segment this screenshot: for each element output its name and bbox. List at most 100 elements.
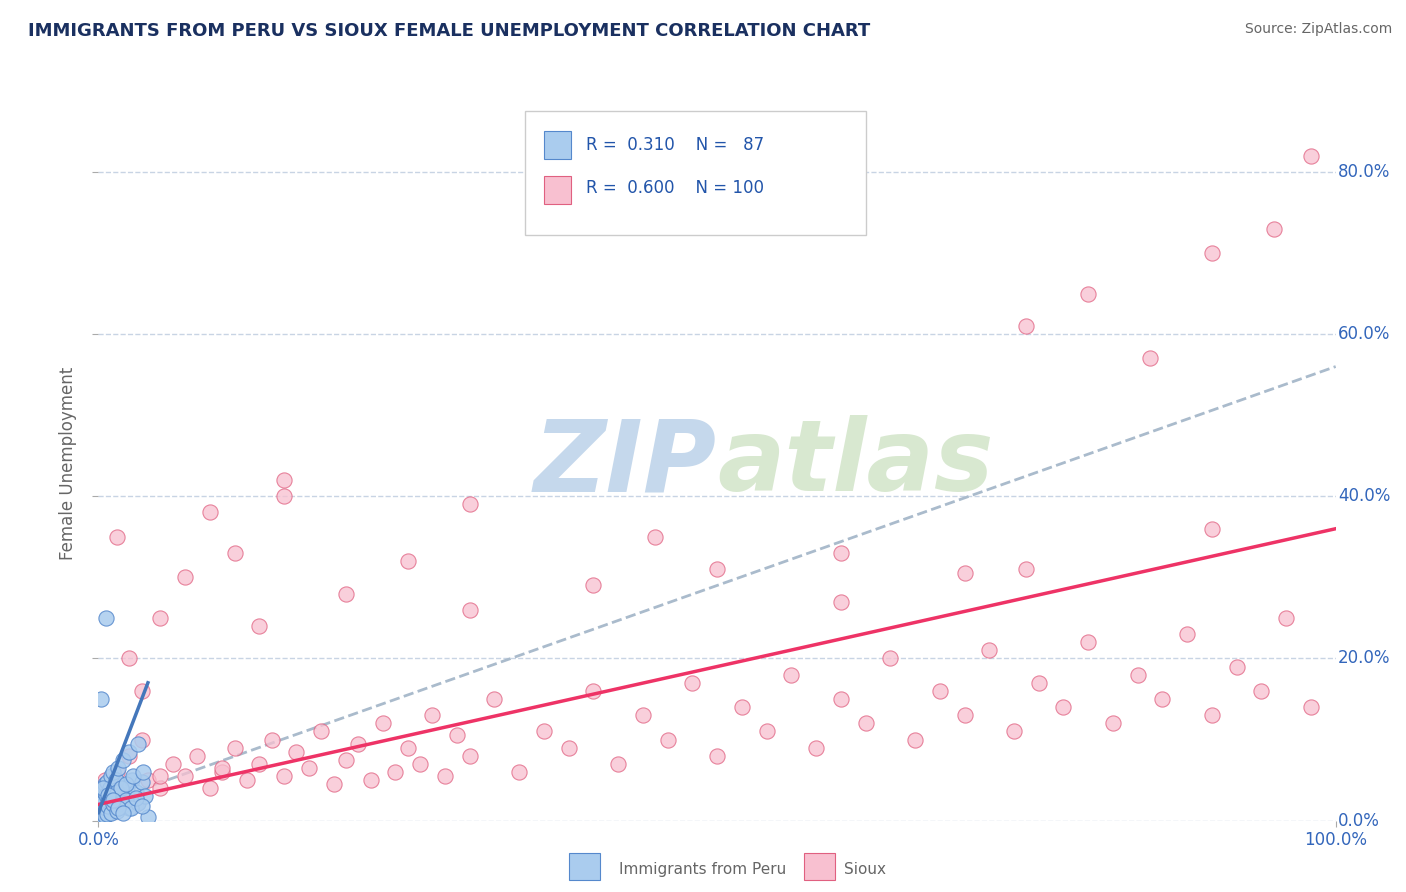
Point <box>409 756 432 771</box>
Point <box>1015 318 1038 333</box>
Point <box>458 748 481 763</box>
Point <box>132 764 155 779</box>
Point <box>1250 684 1272 698</box>
Point <box>174 769 197 783</box>
Point <box>93 782 115 797</box>
Point <box>149 769 172 783</box>
Point <box>396 554 419 568</box>
Text: 60.0%: 60.0% <box>1339 325 1391 343</box>
Point <box>1263 221 1285 235</box>
Point <box>131 774 153 789</box>
Point <box>96 804 118 818</box>
Point <box>112 782 135 797</box>
FancyBboxPatch shape <box>526 111 866 235</box>
Point <box>1002 724 1025 739</box>
Point <box>93 788 115 802</box>
Bar <box>544 177 571 204</box>
Point <box>322 777 344 791</box>
Text: R =  0.310    N =   87: R = 0.310 N = 87 <box>586 136 763 154</box>
Point <box>98 801 121 815</box>
Point <box>93 791 115 805</box>
Point <box>103 793 125 807</box>
Point <box>458 497 481 511</box>
Point <box>1201 708 1223 723</box>
Point <box>103 764 125 779</box>
Point <box>90 809 112 823</box>
Point <box>90 692 112 706</box>
Point <box>458 603 481 617</box>
Point <box>273 473 295 487</box>
Point <box>91 805 114 820</box>
Point <box>211 761 233 775</box>
Bar <box>544 131 571 159</box>
Point <box>247 619 270 633</box>
Point <box>110 793 132 807</box>
Point <box>97 788 120 802</box>
Point <box>105 785 128 799</box>
Point <box>384 764 406 779</box>
Point <box>97 793 120 807</box>
Point <box>1077 286 1099 301</box>
Point <box>112 789 135 804</box>
Point <box>1052 700 1074 714</box>
Point <box>114 797 136 812</box>
Point <box>953 708 976 723</box>
Point <box>433 769 456 783</box>
Point <box>198 781 221 796</box>
Point <box>681 675 703 690</box>
Point <box>508 764 530 779</box>
Point <box>1275 611 1298 625</box>
Point <box>582 684 605 698</box>
Point <box>830 692 852 706</box>
Point <box>107 801 129 815</box>
Point <box>112 805 135 820</box>
Point <box>93 804 115 818</box>
Point <box>347 737 370 751</box>
Point <box>631 708 654 723</box>
Point <box>89 807 111 822</box>
Point <box>127 737 149 751</box>
Point <box>93 777 115 791</box>
Point <box>100 796 122 810</box>
Point <box>94 611 117 625</box>
Point <box>904 732 927 747</box>
Point <box>94 801 117 815</box>
Point <box>96 807 118 822</box>
Point <box>706 748 728 763</box>
Point <box>91 799 114 814</box>
Point <box>224 546 246 560</box>
Point <box>98 781 121 796</box>
Text: 0.0%: 0.0% <box>1339 812 1381 830</box>
Point <box>100 805 122 820</box>
Point <box>953 566 976 581</box>
Point <box>103 796 125 810</box>
Text: R =  0.600    N = 100: R = 0.600 N = 100 <box>586 179 763 197</box>
Point <box>93 781 115 796</box>
Point <box>97 799 120 814</box>
Point <box>134 789 156 804</box>
Text: Sioux: Sioux <box>844 863 886 877</box>
Point <box>124 791 146 805</box>
Point <box>484 692 506 706</box>
Point <box>1299 700 1322 714</box>
Point <box>582 578 605 592</box>
Text: Source: ZipAtlas.com: Source: ZipAtlas.com <box>1244 22 1392 37</box>
Point <box>97 797 120 812</box>
Point <box>108 777 131 791</box>
Point <box>1152 692 1174 706</box>
Point <box>273 489 295 503</box>
Point <box>830 595 852 609</box>
Point <box>1139 351 1161 366</box>
Point <box>335 753 357 767</box>
Point <box>103 781 125 796</box>
Point <box>1077 635 1099 649</box>
Point <box>131 732 153 747</box>
Y-axis label: Female Unemployment: Female Unemployment <box>59 368 77 560</box>
Point <box>657 732 679 747</box>
Point <box>1028 675 1050 690</box>
Point <box>117 791 139 805</box>
Point <box>122 769 145 783</box>
Point <box>101 793 124 807</box>
Point <box>607 756 630 771</box>
Point <box>112 753 135 767</box>
